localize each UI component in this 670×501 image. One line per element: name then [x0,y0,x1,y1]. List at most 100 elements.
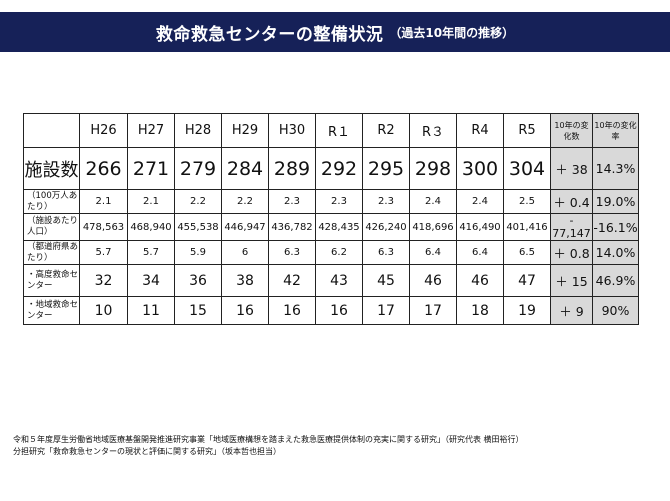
value-cell: 6.4 [409,240,457,265]
rate-cell: 14.3% [592,147,639,190]
value-cell: 32 [79,264,128,297]
table-row: （施設あたり人口） 478,563 468,940 455,538 446,947 436… [23,213,639,241]
value-cell: 17 [362,296,410,325]
value-cell: 304 [503,147,551,190]
page-title: 救命救急センターの整備状況 [155,24,384,45]
value-cell: 279 [174,147,222,190]
rate-cell: 14.0% [592,240,639,265]
value-cell: 446,947 [221,213,269,241]
value-cell: 6.4 [456,240,504,265]
table-row: （100万人あたり） 2.1 2.1 2.2 2.2 2.3 2.3 2.3 2.4 2.4 2.5… [23,189,639,214]
footnote-2: 分担研究「救命救急センターの現状と評価に関する研究」（坂本哲也担当） [13,447,281,456]
value-cell: 5.9 [174,240,222,265]
change-header: 10年の変化数 [550,113,593,148]
value-cell: 6.2 [315,240,363,265]
value-cell: 45 [362,264,410,297]
value-cell: 6.3 [362,240,410,265]
change-cell: ＋ 0.8 [550,240,593,265]
year-header: R5 [503,113,551,148]
table-row: ・高度救命センター 32 34 36 38 42 43 45 46 46 47 ＋ 15 46.9% [23,264,639,297]
corner-cell [23,113,80,148]
value-cell: 6 [221,240,269,265]
value-cell: 289 [268,147,316,190]
value-cell: 42 [268,264,316,297]
value-cell: 16 [268,296,316,325]
value-cell: 2.2 [221,189,269,214]
value-cell: 6.3 [268,240,316,265]
change-cell: - 77,147 [550,213,593,241]
row-label: ・高度救命センター [23,264,80,297]
value-cell: 2.3 [362,189,410,214]
value-cell: 10 [79,296,128,325]
value-cell: 401,416 [503,213,551,241]
value-cell: 300 [456,147,504,190]
value-cell: 455,538 [174,213,222,241]
value-cell: 468,940 [127,213,175,241]
rate-cell: 46.9% [592,264,639,297]
value-cell: 2.3 [315,189,363,214]
value-cell: 6.5 [503,240,551,265]
value-cell: 426,240 [362,213,410,241]
value-cell: 38 [221,264,269,297]
rate-cell: 19.0% [592,189,639,214]
value-cell: 295 [362,147,410,190]
row-label: （都道府県あたり） [23,240,80,265]
value-cell: 5.7 [127,240,175,265]
value-cell: 36 [174,264,222,297]
rate-cell: -16.1% [592,213,639,241]
table-row: ・地域救命センター 10 11 15 16 16 16 17 17 18 19 ＋ 9 90% [23,296,639,325]
value-cell: 284 [221,147,269,190]
change-cell: ＋ 38 [550,147,593,190]
value-cell: 298 [409,147,457,190]
value-cell: 16 [221,296,269,325]
change-cell: ＋ 0.4 [550,189,593,214]
value-cell: 16 [315,296,363,325]
value-cell: 271 [127,147,175,190]
value-cell: 418,696 [409,213,457,241]
year-header: H26 [79,113,128,148]
table-row: （都道府県あたり） 5.7 5.7 5.9 6 6.3 6.2 6.3 6.4 6.4 6.5 ＋ 0… [23,240,639,265]
year-header: H29 [221,113,269,148]
value-cell: 11 [127,296,175,325]
value-cell: 34 [127,264,175,297]
title-banner: 救命救急センターの整備状況 （過去10年間の推移） [0,12,670,52]
value-cell: 266 [79,147,128,190]
year-header: R4 [456,113,504,148]
year-header: H27 [127,113,175,148]
year-header: R１ [315,113,363,148]
value-cell: 2.3 [268,189,316,214]
value-cell: 436,782 [268,213,316,241]
value-cell: 5.7 [79,240,128,265]
value-cell: 2.2 [174,189,222,214]
row-label: 施設数 [23,147,80,190]
value-cell: 2.4 [456,189,504,214]
row-label: （100万人あたり） [23,189,80,214]
value-cell: 428,435 [315,213,363,241]
value-cell: 2.1 [127,189,175,214]
statistics-table: H26 H27 H28 H29 H30 R１ R2 R３ R4 R5 10年の変化数 10年の変化率施… [23,113,639,325]
year-header: H30 [268,113,316,148]
value-cell: 2.4 [409,189,457,214]
value-cell: 292 [315,147,363,190]
value-cell: 19 [503,296,551,325]
year-header: R2 [362,113,410,148]
change-cell: ＋ 15 [550,264,593,297]
value-cell: 43 [315,264,363,297]
value-cell: 478,563 [79,213,128,241]
row-label: ・地域救命センター [23,296,80,325]
value-cell: 2.5 [503,189,551,214]
page-subtitle: （過去10年間の推移） [389,25,515,40]
footnote-1: 令和５年度厚生労働省地域医療基盤開発推進研究事業「地域医療構想を踏まえた救急医療… [13,435,524,444]
value-cell: 15 [174,296,222,325]
table-row: 施設数 266 271 279 284 289 292 295 298 300 304 ＋ 38 14.… [23,147,639,190]
value-cell: 46 [409,264,457,297]
row-label: （施設あたり人口） [23,213,80,241]
value-cell: 416,490 [456,213,504,241]
value-cell: 47 [503,264,551,297]
header-row: H26 H27 H28 H29 H30 R１ R2 R３ R4 R5 10年の変化数 10年の変化率 [23,113,639,148]
rate-cell: 90% [592,296,639,325]
value-cell: 2.1 [79,189,128,214]
value-cell: 46 [456,264,504,297]
value-cell: 18 [456,296,504,325]
year-header: R３ [409,113,457,148]
